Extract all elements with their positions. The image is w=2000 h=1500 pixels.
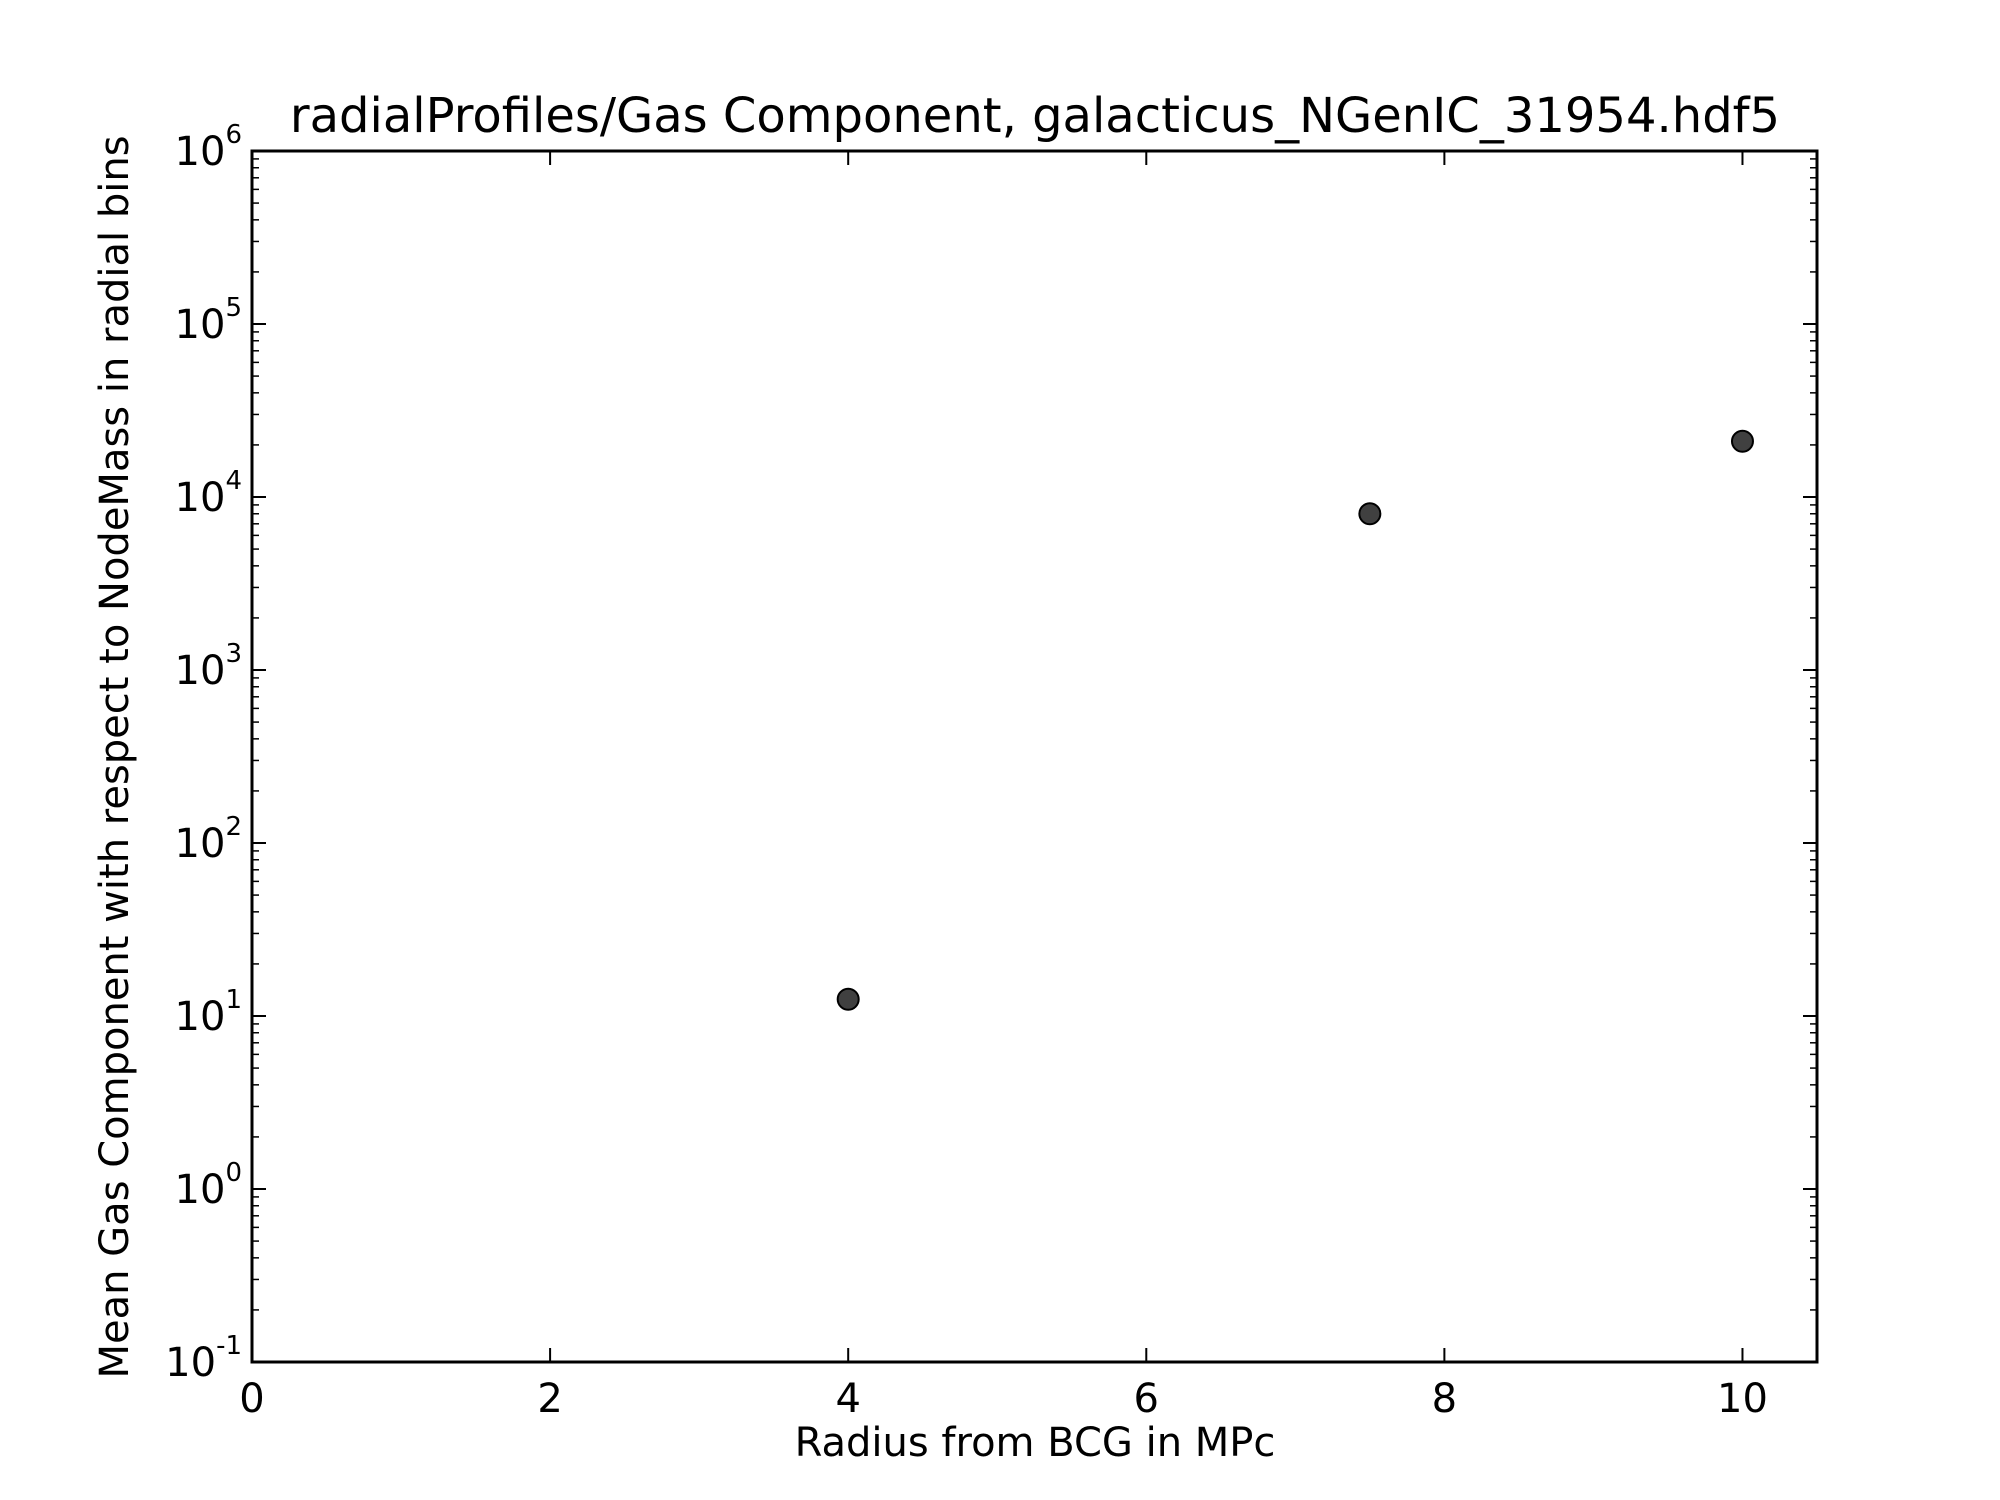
y-tick-base: 10 xyxy=(175,129,226,175)
y-tick-base: 10 xyxy=(175,475,226,521)
y-tick-base: 10 xyxy=(165,1340,216,1386)
y-tick-exponent: 4 xyxy=(225,466,242,496)
x-tick-label: 8 xyxy=(1432,1376,1457,1422)
x-axis-label: Radius from BCG in MPc xyxy=(795,1420,1276,1466)
y-tick-label: 102 xyxy=(175,812,242,867)
y-tick-label: 105 xyxy=(175,293,242,348)
axis-ticks xyxy=(251,150,1817,1363)
y-tick-label: 106 xyxy=(175,120,242,175)
plot-frame xyxy=(250,149,1819,1364)
y-tick-base: 10 xyxy=(175,302,226,348)
y-tick-label: 10-1 xyxy=(165,1331,242,1386)
y-tick-label: 104 xyxy=(175,466,242,521)
y-tick-label: 100 xyxy=(175,1158,242,1213)
y-tick-exponent: 2 xyxy=(225,812,242,842)
data-point xyxy=(1730,429,1754,453)
y-axis-label: Mean Gas Component with respect to NodeM… xyxy=(92,135,138,1378)
y-tick-base: 10 xyxy=(175,648,226,694)
y-tick-base: 10 xyxy=(175,1167,226,1213)
y-tick-exponent: -1 xyxy=(216,1331,242,1361)
x-tick-label: 4 xyxy=(835,1376,860,1422)
y-tick-label: 101 xyxy=(175,985,242,1040)
x-tick-label: 0 xyxy=(239,1376,264,1422)
data-points xyxy=(836,429,1754,1011)
y-tick-label: 103 xyxy=(175,639,242,694)
data-point xyxy=(836,987,860,1011)
y-tick-base: 10 xyxy=(175,821,226,867)
y-tick-exponent: 5 xyxy=(225,293,242,323)
y-tick-exponent: 3 xyxy=(225,639,242,669)
chart-title: radialProfiles/Gas Component, galacticus… xyxy=(290,88,1780,144)
y-tick-exponent: 1 xyxy=(225,985,242,1015)
x-tick-label: 10 xyxy=(1717,1376,1768,1422)
x-tick-labels: 0 2 4 6 8 10 xyxy=(239,1376,1768,1422)
data-point xyxy=(1358,502,1382,526)
x-tick-label: 6 xyxy=(1134,1376,1159,1422)
x-tick-label: 2 xyxy=(537,1376,562,1422)
y-tick-exponent: 6 xyxy=(225,120,242,150)
y-tick-base: 10 xyxy=(175,994,226,1040)
y-tick-exponent: 0 xyxy=(225,1158,242,1188)
